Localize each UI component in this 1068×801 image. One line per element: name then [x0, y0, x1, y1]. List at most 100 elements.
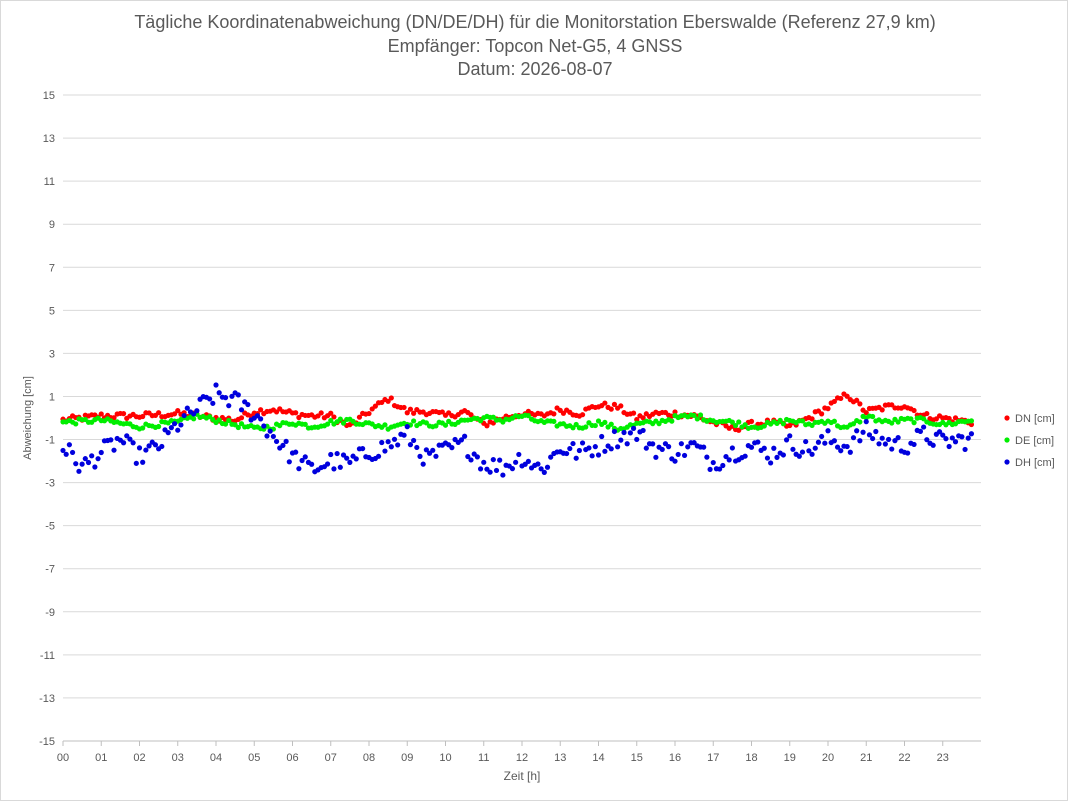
y-tick-label: -15: [39, 736, 55, 748]
data-point: [541, 469, 547, 475]
data-point: [968, 421, 975, 428]
data-point: [965, 435, 971, 441]
data-point: [264, 433, 270, 439]
data-point: [69, 449, 76, 456]
data-point: [602, 400, 608, 406]
data-point: [748, 444, 755, 450]
data-point: [286, 459, 292, 465]
data-point: [516, 451, 522, 458]
data-point: [423, 420, 429, 426]
data-point: [819, 411, 825, 417]
data-point: [790, 446, 796, 452]
data-point: [140, 425, 146, 431]
data-point: [729, 445, 735, 451]
data-point: [178, 422, 184, 428]
data-point: [611, 401, 618, 407]
data-point: [672, 409, 678, 415]
data-point: [780, 421, 786, 427]
data-point: [889, 402, 895, 408]
data-point: [175, 427, 181, 433]
data-point: [156, 410, 162, 416]
data-point: [799, 449, 806, 455]
data-point: [477, 418, 484, 424]
series-de: [60, 411, 975, 433]
data-point: [551, 418, 557, 424]
data-point: [140, 459, 146, 465]
x-tick-label: 10: [439, 752, 451, 764]
x-tick-label: 20: [822, 752, 834, 764]
data-point: [120, 440, 127, 446]
data-point: [331, 466, 337, 472]
data-point: [911, 420, 917, 426]
y-tick-label: 13: [43, 133, 55, 145]
data-point: [366, 410, 372, 417]
data-point: [560, 410, 567, 416]
data-point: [889, 420, 895, 426]
data-point: [273, 438, 280, 445]
data-point: [936, 429, 943, 435]
data-point: [500, 472, 506, 478]
legend-marker: [1004, 459, 1010, 465]
data-point: [768, 460, 774, 466]
data-point: [481, 459, 487, 465]
data-point: [194, 408, 200, 414]
data-point: [328, 417, 334, 424]
data-point: [618, 403, 624, 409]
data-point: [458, 437, 465, 443]
data-point: [570, 425, 576, 431]
data-point: [583, 424, 589, 430]
data-point: [742, 422, 748, 428]
data-point: [634, 416, 640, 423]
data-point: [337, 416, 343, 422]
x-tick-label: 23: [937, 752, 949, 764]
data-point: [787, 433, 793, 439]
data-point: [299, 457, 305, 464]
y-tick-labels: 15 13 11 9 7 5 3 1 -1 -3 -5 -7 -9 -11 -13 -15: [39, 90, 55, 748]
data-point: [943, 436, 949, 442]
data-point: [127, 436, 133, 442]
data-point: [73, 461, 79, 467]
data-point: [216, 390, 222, 396]
data-point: [302, 421, 308, 427]
data-point: [171, 421, 178, 427]
data-point: [717, 466, 723, 472]
data-point: [216, 417, 222, 423]
data-point: [235, 392, 241, 398]
data-point: [946, 415, 952, 422]
data-point: [946, 443, 952, 450]
data-point: [385, 398, 391, 404]
data-point: [334, 450, 340, 457]
data-point: [191, 416, 197, 422]
y-tick-label: 15: [43, 90, 55, 102]
data-point: [382, 422, 388, 428]
data-point: [857, 401, 863, 407]
data-point: [672, 458, 678, 464]
data-point: [98, 411, 104, 417]
data-point: [258, 416, 264, 422]
data-point: [210, 400, 216, 406]
data-point: [761, 423, 767, 429]
data-point: [143, 447, 149, 453]
legend-marker: [1004, 437, 1010, 443]
data-point: [430, 447, 436, 453]
data-point: [567, 445, 573, 452]
data-point: [774, 454, 780, 460]
data-point: [191, 411, 197, 417]
data-point: [146, 443, 152, 449]
y-tick-label: -5: [45, 521, 55, 533]
x-tick-label: 13: [554, 752, 566, 764]
data-point: [831, 438, 837, 444]
data-point: [226, 417, 232, 424]
data-point: [809, 451, 815, 457]
legend-marker: [1004, 415, 1010, 421]
data-point: [850, 421, 857, 427]
data-point: [825, 406, 831, 412]
data-point: [678, 441, 684, 447]
data-point: [318, 410, 324, 416]
data-point: [474, 454, 480, 460]
x-tick-label: 04: [210, 752, 222, 764]
data-point: [382, 448, 388, 454]
x-tick-label: 19: [784, 752, 796, 764]
data-point: [548, 454, 554, 460]
